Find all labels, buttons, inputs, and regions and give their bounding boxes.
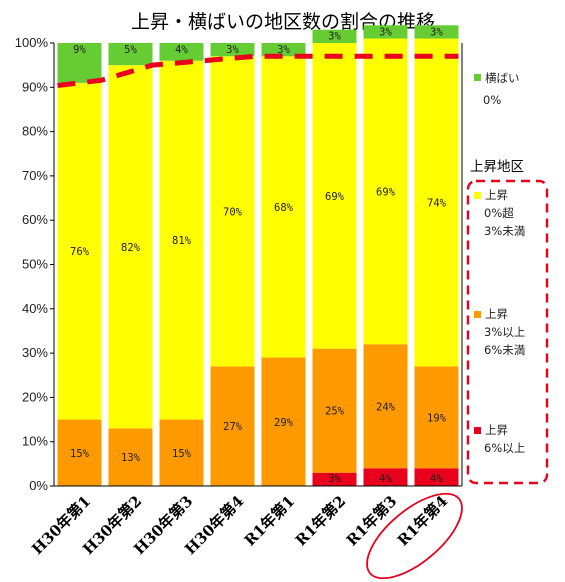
data-label: 4%: [430, 473, 443, 485]
bar-segment: [57, 43, 102, 83]
data-label: 69%: [376, 186, 396, 198]
bars: [57, 25, 459, 486]
bar-segment: [57, 419, 102, 486]
bar-segment: [108, 43, 153, 66]
y-axis: 0% 10% 20% 30% 40% 50% 60% 70% 80% 90% 100%: [15, 35, 463, 493]
bar-segment: [210, 43, 255, 57]
bar-segment: [159, 43, 204, 61]
data-label: 29%: [274, 417, 294, 429]
bar-segment: [414, 468, 459, 486]
y-tick-label: 40%: [22, 301, 48, 316]
data-label: 68%: [274, 202, 294, 214]
bar-segment: [312, 29, 357, 43]
x-axis: H30年第1H30年第2H30年第3H30年第4R1年第1R1年第2R1年第3R…: [28, 485, 463, 580]
bar-segment: [261, 357, 306, 486]
bar-segment: [312, 43, 357, 349]
highlight-ellipse: [366, 492, 463, 580]
data-label: 69%: [325, 191, 345, 203]
y-tick-label: 20%: [22, 389, 48, 404]
bar-segment: [261, 43, 306, 57]
bar-segment: [363, 25, 408, 39]
data-label: 4%: [379, 473, 392, 485]
data-label: 82%: [121, 242, 141, 254]
trend-dashed-line: [57, 53, 459, 89]
y-tick-label: 80%: [22, 124, 48, 139]
legend-label: 上昇: [485, 307, 508, 321]
data-label: 81%: [172, 235, 192, 247]
y-tick-label: 60%: [22, 212, 48, 227]
data-label: 74%: [427, 197, 447, 209]
data-label: 27%: [223, 421, 243, 433]
legend-swatch: [474, 311, 481, 318]
data-label: 3%: [277, 44, 290, 56]
y-tick-label: 70%: [22, 168, 48, 183]
legend-label: 横ばい: [485, 71, 520, 85]
legend-label: 上昇: [485, 188, 508, 202]
y-tick-label: 30%: [22, 345, 48, 360]
data-label: 13%: [121, 452, 141, 464]
bar-segment: [108, 428, 153, 486]
bar-segment: [312, 472, 357, 486]
data-label: 19%: [427, 412, 447, 424]
data-label: 3%: [430, 26, 443, 38]
data-label: 5%: [124, 44, 137, 56]
legend-label: 上昇: [485, 423, 508, 437]
legend-swatch: [474, 192, 481, 199]
data-label: 4%: [175, 44, 188, 56]
trend-line: [57, 53, 459, 89]
bar-segment: [363, 344, 408, 469]
bar-segment: [414, 38, 459, 367]
data-label: 3%: [226, 44, 239, 56]
data-label: 24%: [376, 401, 396, 413]
data-label: 25%: [325, 406, 345, 418]
bar-segment: [261, 56, 306, 358]
legend-swatch: [474, 427, 481, 434]
bar-segment: [312, 348, 357, 473]
legend-label: 6%以上: [484, 441, 525, 455]
bar-segment: [57, 82, 102, 420]
data-label: 15%: [70, 448, 90, 460]
y-tick-label: 100%: [15, 35, 49, 50]
y-tick-label: 10%: [22, 434, 48, 449]
legend-label: 0%: [483, 93, 501, 107]
bar-segment: [414, 366, 459, 469]
x-tick-label: R1年第2: [292, 492, 350, 550]
data-label: 76%: [70, 246, 90, 258]
bar-segment: [210, 56, 255, 367]
bar-segment: [363, 38, 408, 345]
data-label: 9%: [73, 44, 86, 56]
data-label: 70%: [223, 206, 243, 218]
legend-group-title: 上昇地区: [470, 159, 524, 175]
bar-segment: [159, 419, 204, 486]
legend-label: 3%未満: [484, 224, 525, 238]
legend-group-box: [466, 179, 549, 485]
data-label: 3%: [328, 31, 341, 43]
bar-segment: [414, 25, 459, 39]
data-label: 3%: [328, 473, 341, 485]
x-tick-label: R1年第1: [241, 492, 299, 550]
legend-label: 0%超: [484, 206, 514, 220]
data-label: 3%: [379, 26, 392, 38]
legend-label: 6%未満: [484, 343, 525, 357]
legend-swatch: [474, 74, 481, 81]
y-tick-label: 0%: [29, 478, 48, 493]
y-tick-label: 50%: [22, 257, 48, 272]
bar-segment: [159, 60, 204, 420]
bar-segment: [210, 366, 255, 486]
data-labels: 15% 76% 9% 13% 82% 5% 15% 81% 4% 27% 70% 3% 29% 68% 3%…: [70, 26, 447, 485]
data-label: 15%: [172, 448, 192, 460]
legend-label: 3%以上: [484, 325, 525, 339]
chart-title: 上昇・横ばいの地区数の割合の推移: [131, 11, 435, 33]
bar-segment: [363, 468, 408, 486]
bar-segment: [108, 65, 153, 429]
y-tick-label: 90%: [22, 79, 48, 94]
